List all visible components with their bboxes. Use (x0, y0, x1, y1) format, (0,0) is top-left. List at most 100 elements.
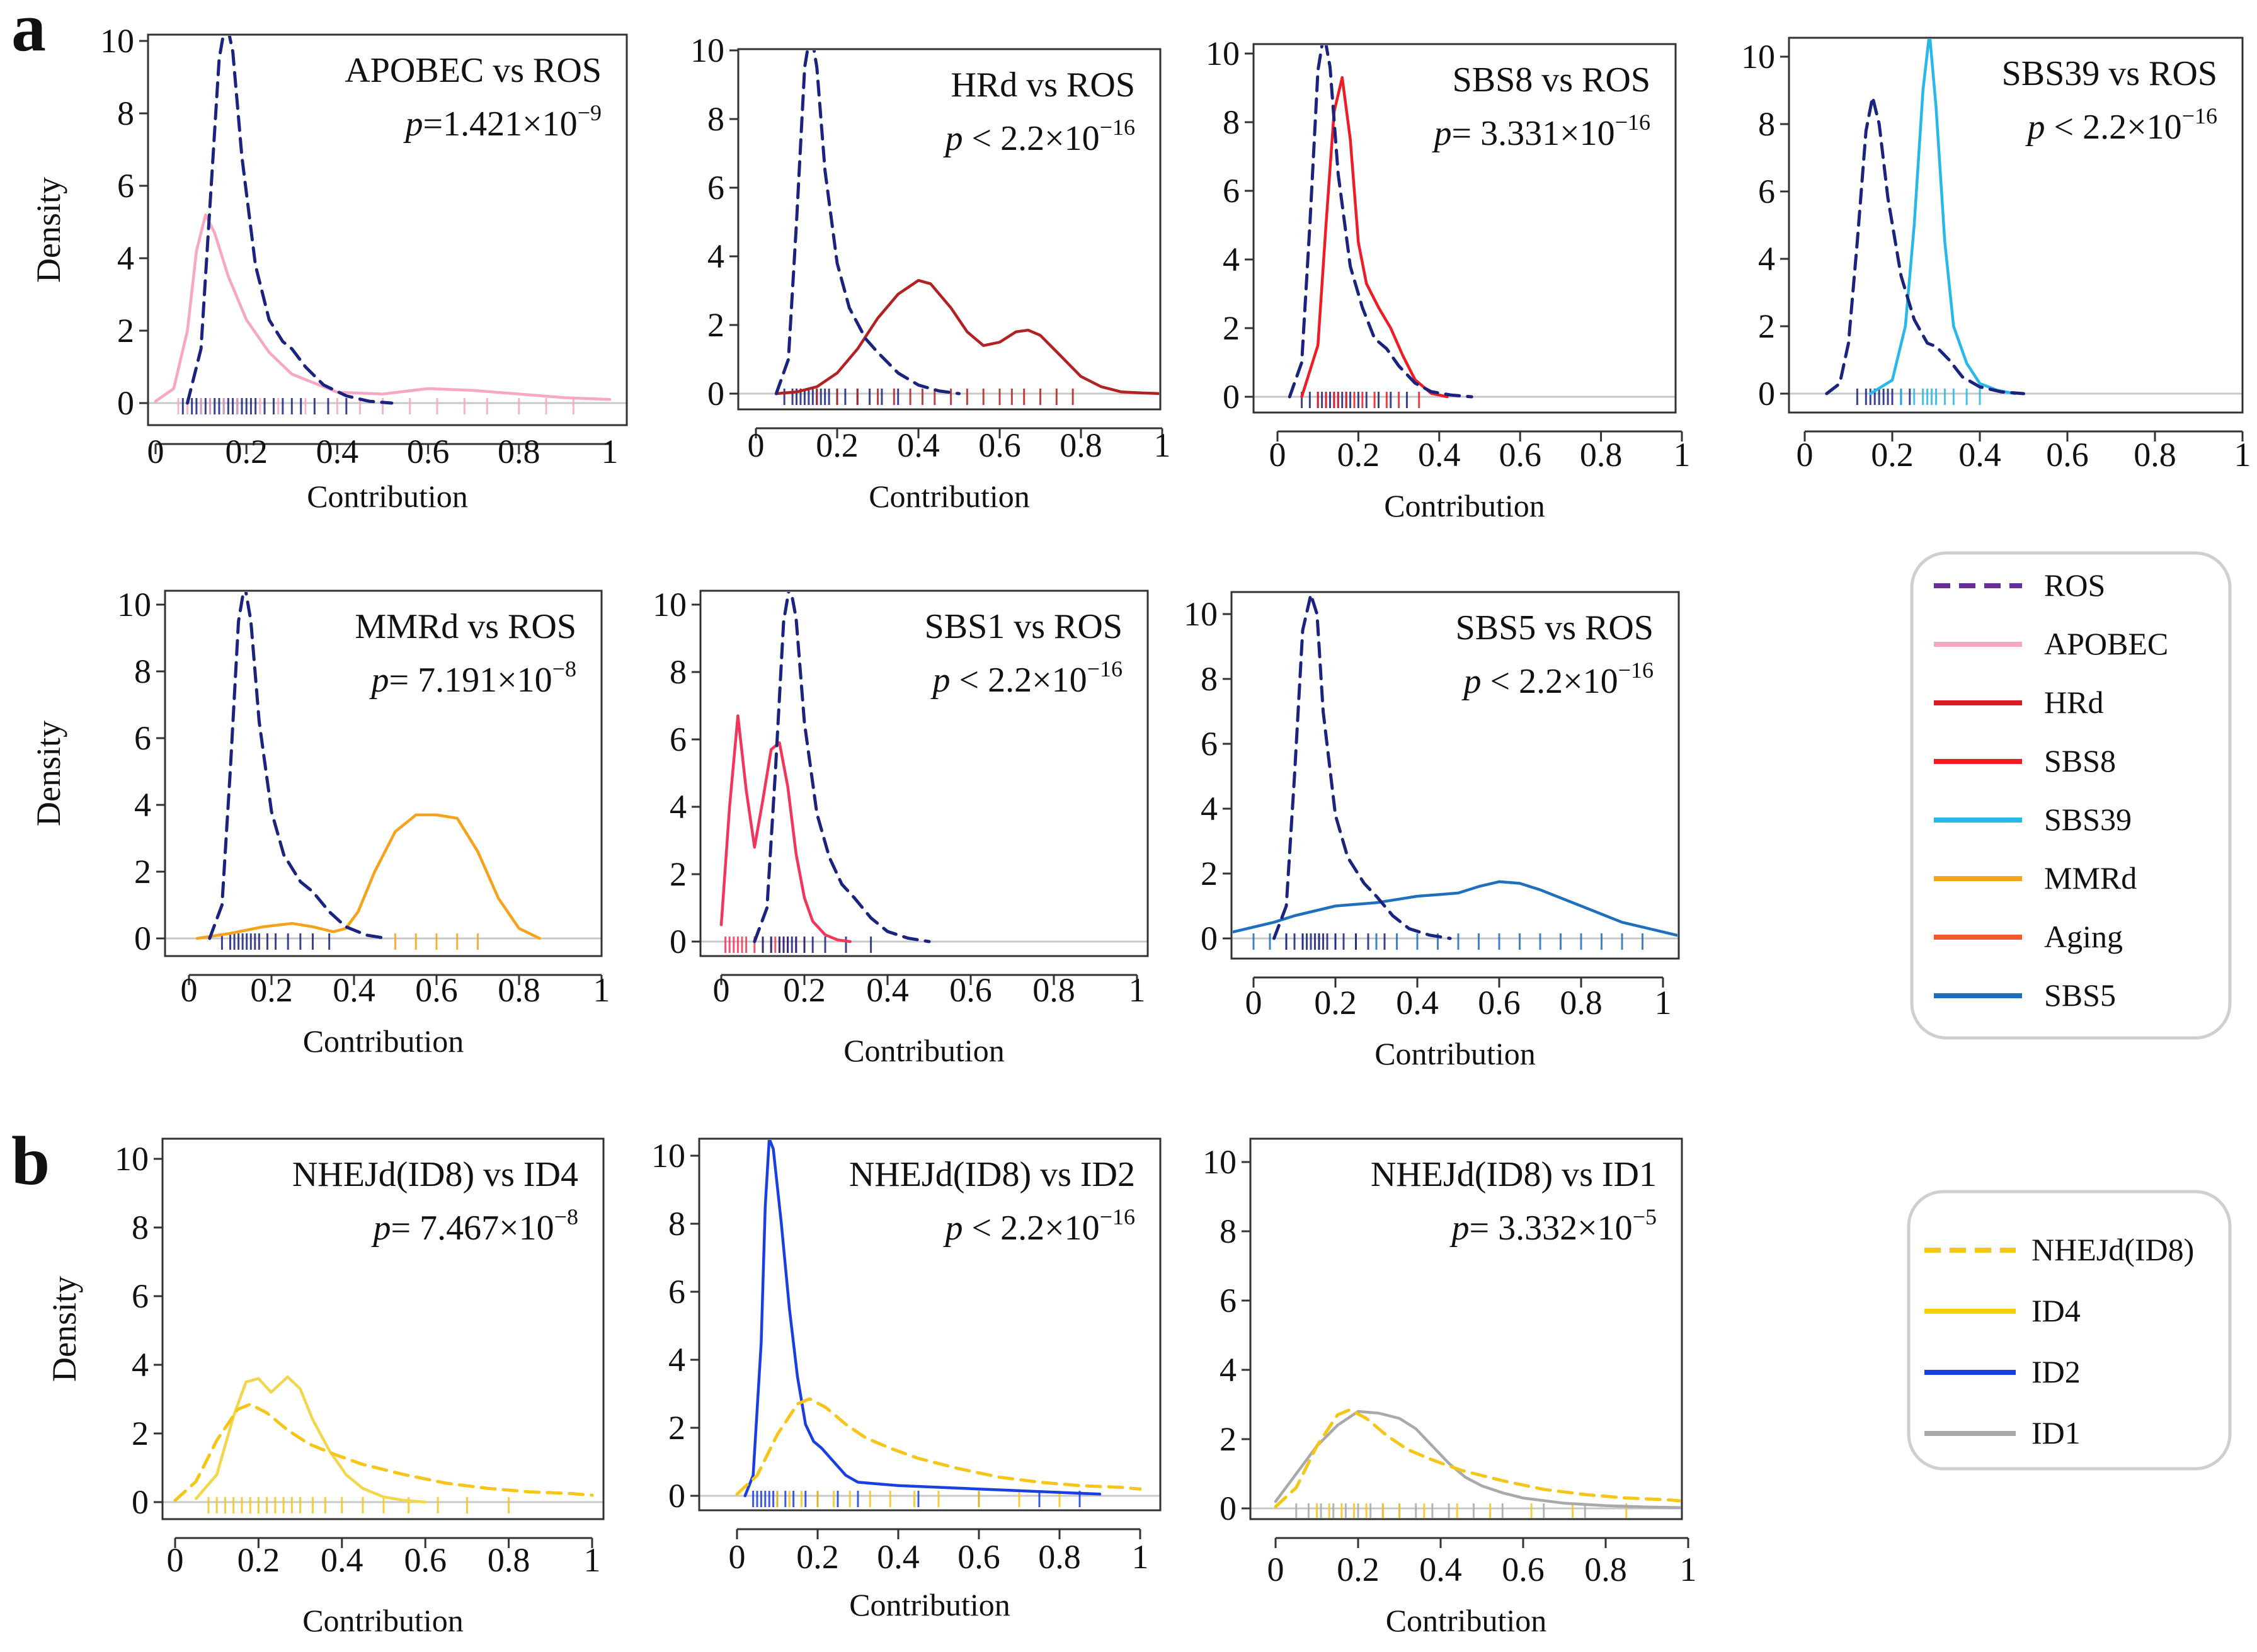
x-tick-label: 0.6 (415, 971, 458, 1009)
y-axis-label: Density (45, 1276, 83, 1382)
y-tick-label: 4 (1201, 790, 1218, 828)
p-value-text: p < 2.2×10−16 (1461, 658, 1654, 701)
x-tick-label: 0.4 (897, 426, 940, 464)
p-value-exponent: −16 (1100, 1204, 1135, 1229)
chart-title: NHEJd(ID8) vs ID1 (1371, 1155, 1657, 1194)
x-tick-label: 0.6 (957, 1538, 1000, 1576)
y-tick-label: 6 (134, 719, 151, 757)
y-tick-label: 2 (1220, 1420, 1237, 1458)
legend-label: ID4 (2031, 1293, 2081, 1328)
p-value-symbol: p (1449, 1209, 1470, 1248)
panel-letter-a: a (11, 0, 46, 66)
x-tick-label: 0.2 (816, 426, 859, 464)
chart-panel: 0 2 4 6 8 10 0 0.2 0.4 0.6 0.8 1 Contribution SBS5 vs… (1184, 591, 1680, 1071)
x-tick-label: 0.8 (1060, 426, 1102, 464)
x-axis-label: Contribution (1384, 488, 1545, 523)
p-value-mantissa: =1.421×10 (423, 105, 578, 144)
legend-box (1907, 1190, 2232, 1471)
x-tick-label: 0.6 (2046, 436, 2089, 474)
x-tick-label: 0.8 (498, 433, 540, 470)
series-line-aging (719, 714, 852, 943)
y-tick-label: 0 (1223, 378, 1240, 416)
plot-frame (161, 1137, 605, 1520)
x-tick-label: 0.4 (1418, 436, 1461, 474)
y-tick-label: 4 (1758, 240, 1775, 278)
y-tick-label: 8 (1223, 103, 1240, 141)
x-tick-label: 1 (2234, 436, 2251, 474)
panel-letter-b: b (11, 1122, 50, 1199)
x-tick-label: 0 (167, 1541, 184, 1579)
p-value-symbol: p (1432, 114, 1452, 153)
series-line-hrd (775, 278, 1159, 396)
plot-frame (147, 33, 628, 426)
x-tick-label: 0 (1245, 984, 1262, 1022)
y-tick-label: 6 (1223, 172, 1240, 210)
y-tick-label: 6 (707, 169, 724, 207)
y-tick-label: 2 (132, 1415, 149, 1452)
y-tick-label: 10 (1184, 595, 1218, 633)
y-tick-label: 6 (1201, 725, 1218, 763)
y-tick-label: 8 (132, 1209, 149, 1246)
series-line-ros (1272, 593, 1452, 940)
x-tick-label: 0 (1269, 436, 1286, 474)
x-tick-label: 0.8 (498, 971, 540, 1009)
x-tick-label: 0.6 (1502, 1551, 1545, 1588)
x-axis-label: Contribution (869, 479, 1030, 514)
chart-panel: 0 2 4 6 8 10 0 0.2 0.4 0.6 0.8 1 Contribution HRd vs … (690, 31, 1171, 514)
x-tick-label: 0.2 (237, 1541, 280, 1579)
y-tick-label: 6 (132, 1277, 149, 1315)
y-tick-label: 8 (1758, 105, 1775, 143)
y-tick-label: 4 (668, 1341, 685, 1379)
series-line-apobec (154, 213, 612, 403)
series-line-id2 (743, 1140, 1102, 1498)
plot-frame (1252, 43, 1677, 414)
x-tick-label: 0.6 (1478, 984, 1521, 1022)
p-value-exponent: −8 (554, 1204, 578, 1229)
p-value-exponent: −16 (1087, 656, 1123, 681)
x-axis-label: Contribution (843, 1033, 1005, 1068)
p-value-mantissa: = 7.467×10 (391, 1209, 554, 1248)
p-value-exponent: −5 (1633, 1204, 1657, 1229)
legend-label: ID2 (2031, 1354, 2081, 1389)
y-tick-label: 4 (707, 237, 724, 275)
y-tick-label: 8 (668, 1205, 685, 1243)
chart-panel: 0 2 4 6 8 10 0 0.2 0.4 0.6 0.8 1 SBS39 vs ROS p < 2.2… (1741, 37, 2251, 474)
legend-label: HRd (2044, 685, 2103, 720)
y-tick-label: 2 (117, 312, 134, 350)
series-line-ros (1288, 45, 1473, 399)
y-axis-label: Density (30, 721, 67, 826)
series-line-mmrd (195, 813, 542, 940)
y-tick-label: 2 (1758, 307, 1775, 345)
x-tick-label: 0.6 (978, 426, 1021, 464)
y-tick-label: 0 (668, 1477, 685, 1515)
p-value-text: p < 2.2×10−16 (943, 115, 1135, 158)
p-value-text: p < 2.2×10−16 (930, 656, 1123, 700)
p-value-symbol: p (2025, 108, 2045, 147)
y-tick-label: 0 (1201, 920, 1218, 957)
x-tick-label: 1 (584, 1541, 601, 1579)
x-tick-label: 0.2 (783, 971, 826, 1009)
chart-title: MMRd vs ROS (355, 607, 576, 646)
y-tick-label: 10 (1741, 38, 1775, 76)
chart-title: SBS1 vs ROS (925, 607, 1123, 646)
x-tick-label: 0.2 (225, 433, 268, 470)
x-tick-label: 0.6 (1499, 436, 1541, 474)
x-tick-label: 0.2 (250, 971, 293, 1009)
x-tick-label: 1 (602, 433, 619, 470)
x-axis-label: Contribution (303, 1023, 464, 1059)
y-tick-label: 2 (1201, 855, 1218, 892)
x-tick-label: 0.8 (2134, 436, 2176, 474)
y-tick-label: 0 (670, 923, 687, 960)
y-tick-label: 2 (1223, 309, 1240, 347)
p-value-symbol: p (943, 1209, 963, 1248)
series-line-ros (1825, 95, 2025, 396)
y-tick-label: 8 (117, 94, 134, 132)
x-tick-label: 0.2 (796, 1538, 839, 1576)
legend-label: ID1 (2031, 1415, 2081, 1450)
y-tick-label: 4 (117, 239, 134, 277)
y-tick-label: 0 (1758, 375, 1775, 413)
x-tick-label: 0.4 (1419, 1551, 1462, 1588)
y-tick-label: 0 (707, 375, 724, 413)
series-line-ros (753, 592, 931, 943)
